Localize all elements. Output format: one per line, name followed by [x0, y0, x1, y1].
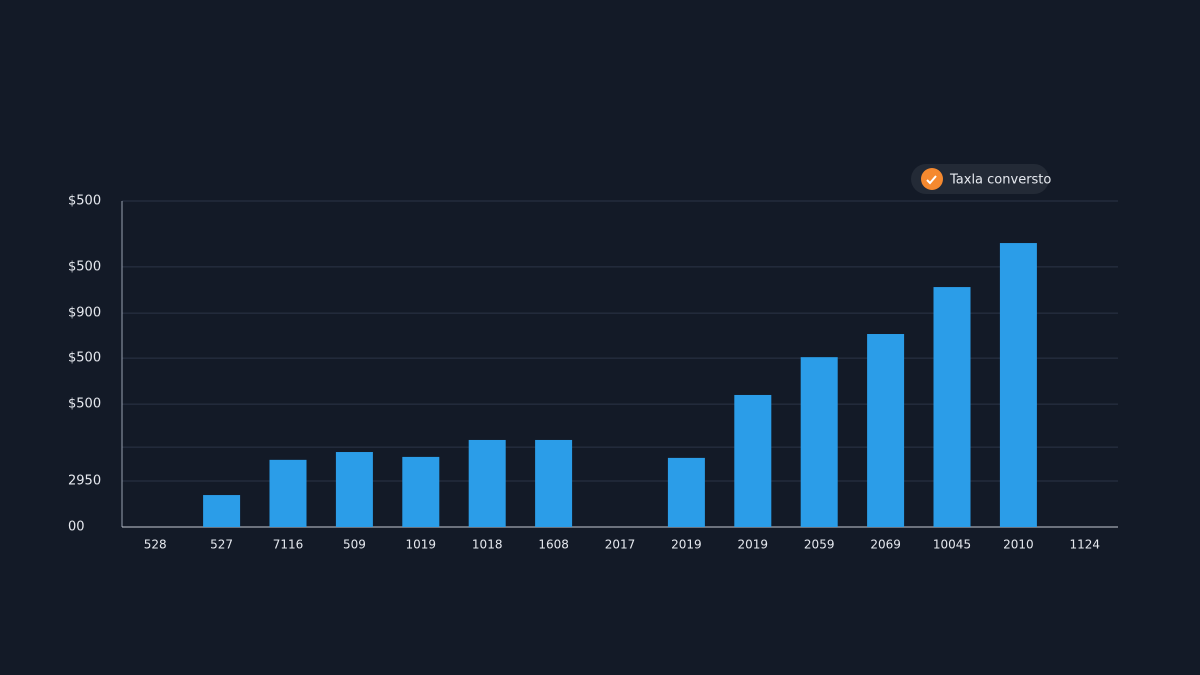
x-tick-label: 1608	[538, 538, 569, 552]
x-tick-label: 509	[343, 538, 366, 552]
bar	[203, 495, 241, 527]
x-tick-label: 528	[144, 538, 167, 552]
bar	[734, 394, 772, 527]
x-tick-label: 527	[210, 538, 233, 552]
x-tick-label: 10045	[933, 538, 971, 552]
legend-label: Taxla conversto	[949, 173, 1051, 188]
x-tick-label: 1124	[1070, 538, 1101, 552]
bar	[468, 439, 506, 527]
y-tick-label: $900	[68, 306, 101, 321]
x-tick-label: 2017	[605, 538, 636, 552]
y-tick-label: $500	[68, 351, 101, 366]
x-tick-label: 2019	[671, 538, 702, 552]
y-tick-label: 00	[68, 520, 85, 535]
y-tick-label: $500	[68, 259, 101, 274]
bar	[269, 459, 307, 527]
x-tick-label: 2010	[1003, 538, 1034, 552]
legend: Taxla conversto	[911, 164, 1051, 194]
x-tick-label: 2069	[870, 538, 901, 552]
legend-box	[911, 164, 1049, 194]
bar	[535, 439, 573, 527]
legend-marker	[921, 168, 943, 190]
bar	[867, 334, 905, 527]
x-tick-label: 2059	[804, 538, 835, 552]
x-tick-label: 2019	[738, 538, 769, 552]
bar	[800, 357, 838, 527]
y-tick-label: $500	[68, 397, 101, 412]
bar	[402, 456, 440, 527]
bar	[667, 457, 705, 527]
y-tick-label: 2950	[68, 474, 101, 489]
x-tick-label: 7116	[273, 538, 304, 552]
bar	[933, 287, 971, 527]
y-tick-label: $500	[68, 194, 101, 209]
legend-check	[926, 175, 937, 185]
bar	[335, 452, 373, 527]
x-tick-label: 1019	[406, 538, 437, 552]
x-tick-label: 1018	[472, 538, 503, 552]
bar	[999, 243, 1037, 527]
